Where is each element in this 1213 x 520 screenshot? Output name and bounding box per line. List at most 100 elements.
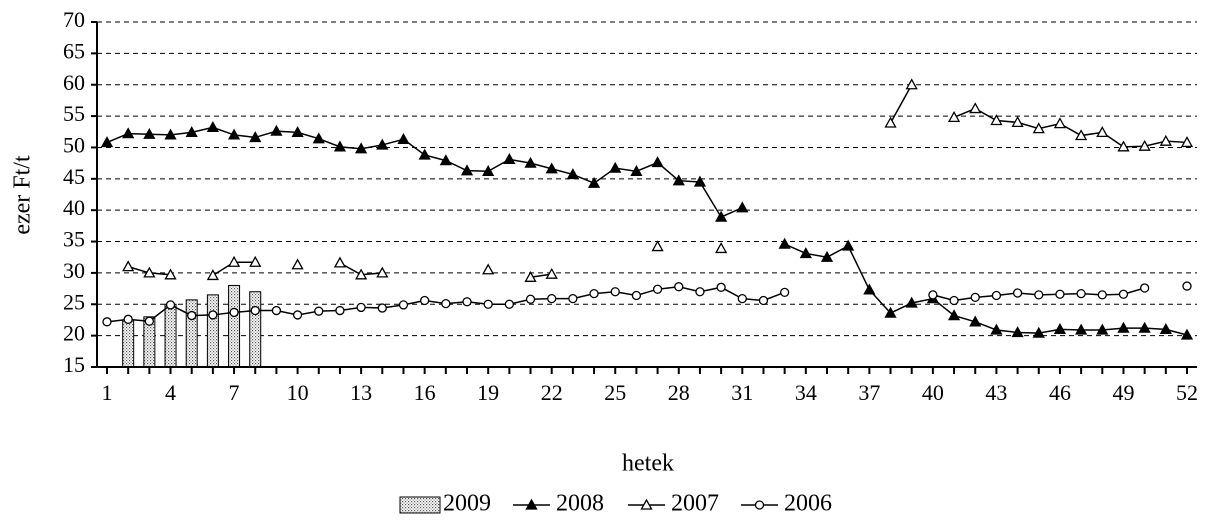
marker (799, 247, 812, 259)
marker (460, 164, 474, 176)
marker (545, 162, 558, 174)
marker (970, 292, 980, 303)
marker (356, 302, 366, 313)
marker (227, 128, 241, 140)
marker (333, 140, 347, 152)
marker (716, 282, 726, 292)
marker (1138, 139, 1151, 151)
marker (1182, 281, 1192, 291)
marker (1096, 126, 1109, 138)
x-tick-label: 10 (287, 380, 309, 405)
marker (905, 78, 918, 90)
y-tick-label: 45 (63, 164, 85, 189)
marker (482, 263, 495, 275)
marker (884, 116, 897, 128)
marker (630, 164, 643, 176)
marker (1076, 288, 1086, 299)
marker (419, 295, 430, 306)
marker (250, 305, 260, 316)
marker (651, 156, 664, 168)
marker (333, 256, 347, 268)
marker (1011, 116, 1024, 128)
marker (208, 310, 218, 320)
marker (568, 293, 578, 304)
marker (672, 174, 685, 186)
marker (165, 300, 176, 310)
marker (1117, 140, 1130, 152)
marker (949, 295, 959, 306)
marker (587, 176, 601, 188)
marker (398, 300, 409, 310)
marker (291, 258, 304, 270)
marker (187, 310, 197, 321)
marker (1118, 289, 1129, 299)
marker (1138, 321, 1151, 333)
marker (947, 309, 961, 321)
x-tick-label: 37 (858, 380, 880, 405)
y-tick-label: 60 (63, 70, 85, 95)
legend-label: 2009 (443, 491, 491, 517)
marker (779, 287, 790, 298)
marker (674, 282, 684, 292)
marker (504, 299, 515, 309)
x-tick-label: 49 (1112, 380, 1134, 405)
bar (164, 303, 177, 368)
marker (249, 255, 262, 267)
marker (947, 111, 961, 122)
marker (314, 306, 324, 316)
marker (1097, 290, 1107, 300)
y-tick-label: 15 (63, 352, 85, 377)
marker (102, 317, 112, 327)
x-tick-label: 1 (102, 380, 113, 405)
marker (737, 293, 747, 304)
bar (206, 294, 219, 368)
marker (123, 314, 133, 324)
x-tick-label: 25 (604, 380, 626, 405)
bar (228, 284, 241, 368)
marker (143, 266, 156, 278)
marker (693, 175, 707, 187)
marker (990, 114, 1003, 126)
marker (270, 124, 283, 136)
marker (1159, 134, 1172, 146)
marker (969, 102, 982, 114)
x-tick-label: 19 (477, 380, 499, 405)
legend-marker (754, 500, 765, 510)
marker (736, 201, 749, 213)
marker (990, 323, 1003, 335)
marker (525, 294, 536, 304)
x-tick-label: 52 (1176, 380, 1198, 405)
marker (842, 239, 855, 251)
marker (652, 284, 663, 294)
series (102, 281, 1192, 327)
marker (206, 121, 219, 133)
y-tick-label: 40 (63, 195, 85, 220)
line (784, 243, 1188, 336)
legend-marker (525, 498, 538, 510)
marker (524, 270, 537, 282)
marker (122, 127, 135, 139)
marker (758, 295, 769, 306)
marker (715, 210, 728, 222)
marker (1034, 290, 1044, 300)
x-tick-label: 4 (165, 380, 176, 405)
x-tick-label: 31 (731, 380, 753, 405)
marker (609, 161, 622, 173)
marker (547, 293, 557, 304)
x-tick-label: 13 (350, 380, 372, 405)
legend-label: 2008 (556, 491, 604, 517)
marker (483, 299, 493, 309)
line (889, 84, 913, 124)
marker (905, 296, 918, 308)
y-tick-label: 55 (63, 101, 85, 126)
x-tick-label: 7 (229, 380, 240, 405)
marker (1011, 326, 1024, 338)
marker (1180, 328, 1194, 340)
marker (884, 306, 897, 318)
x-tick-label: 28 (668, 380, 690, 405)
marker (144, 316, 155, 326)
marker (227, 255, 241, 267)
marker (1180, 136, 1194, 148)
marker (566, 168, 579, 180)
